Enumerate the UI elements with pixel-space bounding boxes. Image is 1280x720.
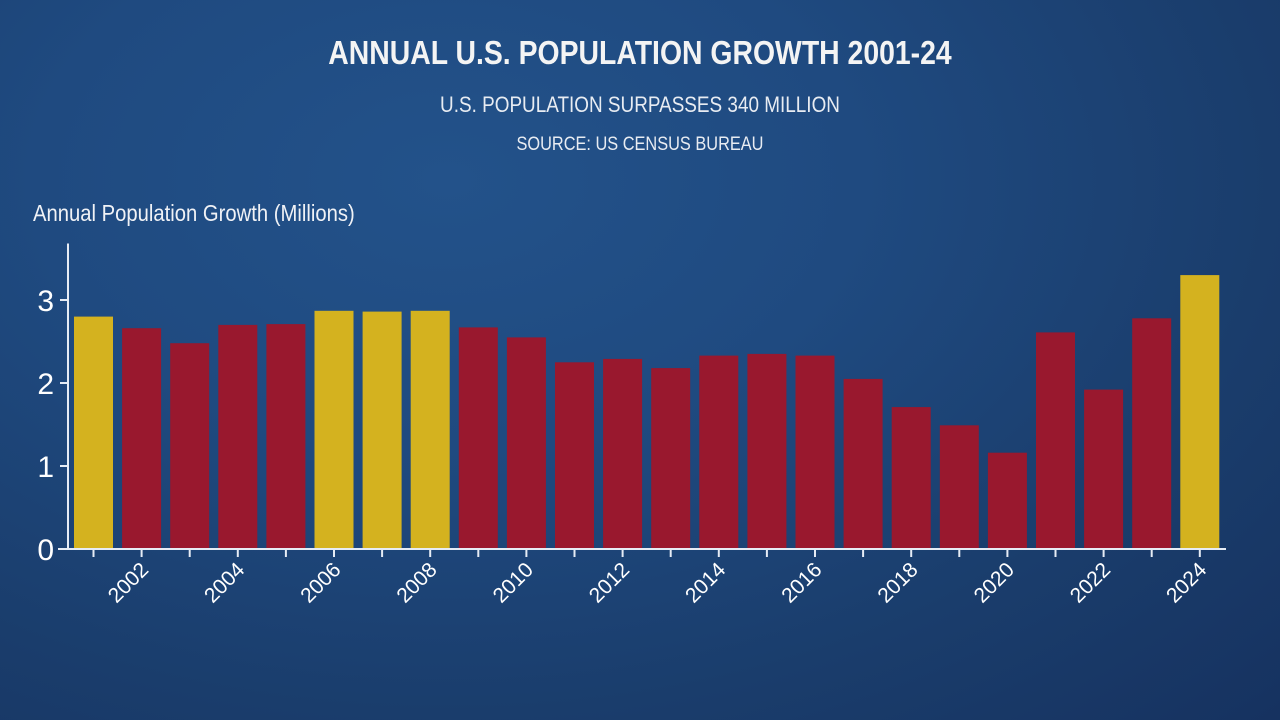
x-tick-label-2006: 2006 xyxy=(296,558,345,607)
bar-2013 xyxy=(651,368,691,549)
x-tick-label-2002: 2002 xyxy=(104,558,153,607)
bar-2019 xyxy=(939,425,979,549)
bar-2010 xyxy=(506,337,546,549)
bar-2021 xyxy=(1036,332,1075,549)
bar-2005 xyxy=(266,324,306,549)
x-tick-label-2020: 2020 xyxy=(970,558,1019,607)
bar-2014 xyxy=(699,355,739,549)
x-tick-label-2004: 2004 xyxy=(200,558,250,608)
chart-subtitle: U.S. POPULATION SURPASSES 340 MILLION xyxy=(440,92,840,117)
bar-2011 xyxy=(555,362,594,550)
bar-2022 xyxy=(1084,389,1124,549)
bar-2017 xyxy=(843,378,883,549)
x-ticks-group: 2002 2004 2006 2008 2010 2012 2014 2016 2018 2020… xyxy=(92,549,1212,608)
x-tick-label-2024: 2024 xyxy=(1162,558,1212,608)
bar-2003 xyxy=(170,343,210,549)
y-tick-label-1: 1 xyxy=(37,451,54,484)
y-tick-label-3: 3 xyxy=(37,285,54,318)
x-tick-label-2016: 2016 xyxy=(777,558,826,607)
x-tick-label-2022: 2022 xyxy=(1066,558,1115,607)
bar-2004 xyxy=(218,324,258,549)
bar-2018 xyxy=(891,407,931,549)
x-tick-label-2010: 2010 xyxy=(489,558,538,607)
y-ticks-group: 0 1 2 3 xyxy=(37,285,68,567)
bar-2024 xyxy=(1180,275,1220,549)
bar-2012 xyxy=(603,358,643,549)
bars-group xyxy=(74,275,1220,550)
y-tick-label-0: 0 xyxy=(37,534,54,567)
y-tick-label-2: 2 xyxy=(37,368,54,401)
bar-2023 xyxy=(1132,318,1172,549)
bar-2008 xyxy=(410,310,450,549)
bar-2007 xyxy=(362,311,402,549)
bar-2001 xyxy=(74,316,113,549)
chart-title: ANNUAL U.S. POPULATION GROWTH 2001-24 xyxy=(328,34,952,71)
x-tick-label-2012: 2012 xyxy=(585,558,634,607)
chart-source: SOURCE: US CENSUS BUREAU xyxy=(516,134,764,155)
axes-group xyxy=(58,243,1226,550)
x-tick-label-2008: 2008 xyxy=(392,558,441,607)
bar-2016 xyxy=(795,355,835,549)
bar-2002 xyxy=(122,328,162,549)
y-axis-label: Annual Population Growth (Millions) xyxy=(33,200,355,226)
x-tick-label-2014: 2014 xyxy=(681,558,731,608)
bar-2009 xyxy=(458,327,498,549)
bar-2006 xyxy=(314,310,354,549)
bar-2020 xyxy=(987,452,1027,549)
bar-2015 xyxy=(747,353,787,549)
x-tick-label-2018: 2018 xyxy=(873,558,922,607)
